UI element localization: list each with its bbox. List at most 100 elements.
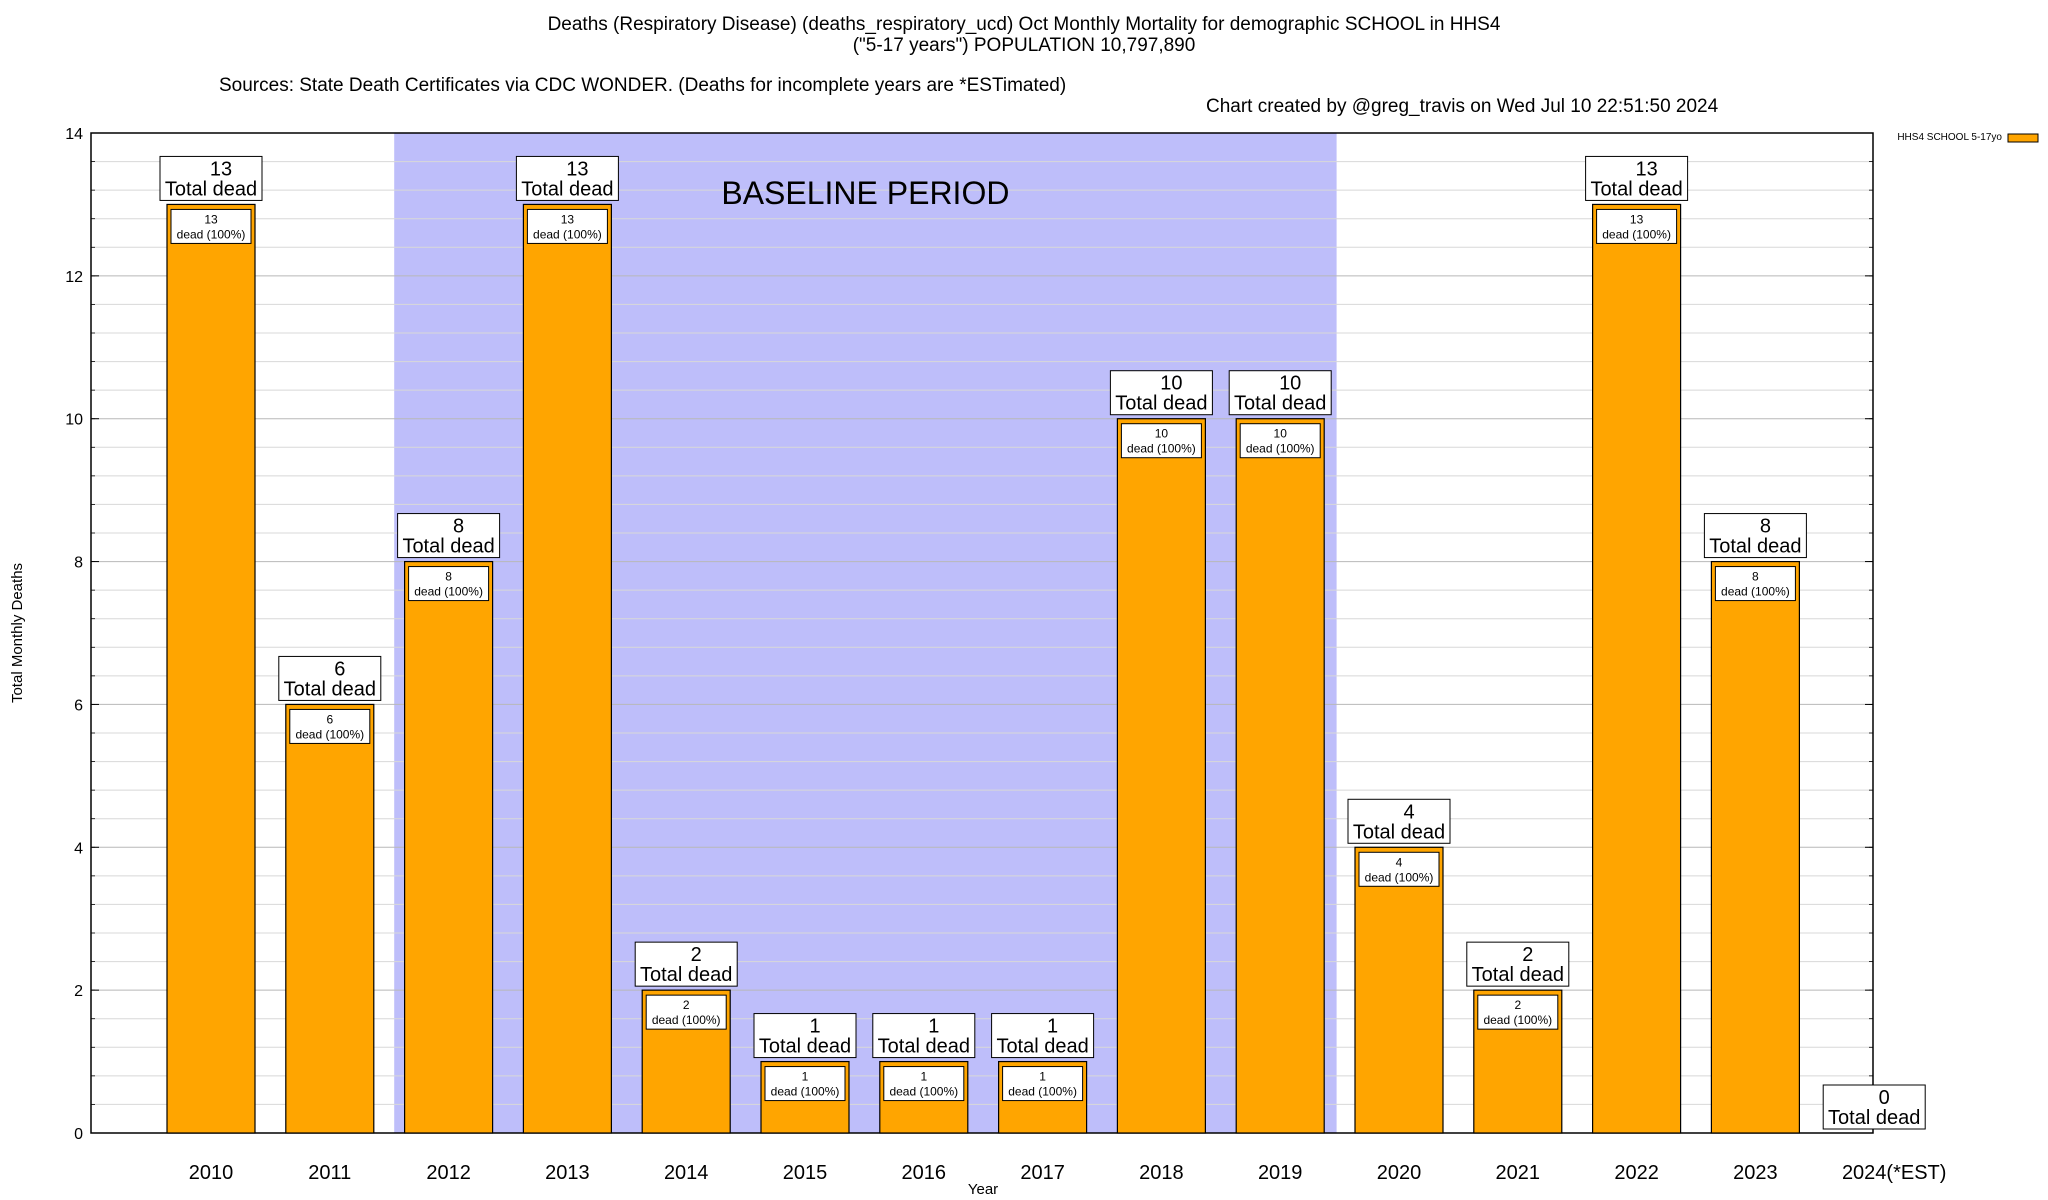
x-tick-label: 2020 xyxy=(1377,1162,1422,1184)
y-tick-label: 12 xyxy=(65,269,83,286)
legend-label: HHS4 SCHOOL 5-17yo xyxy=(1897,132,2002,143)
bar-inner-label-box xyxy=(883,1066,965,1102)
bar xyxy=(166,203,256,1134)
bar-inner-value: 1 xyxy=(802,1070,809,1084)
x-tick-label: 2023 xyxy=(1733,1162,1778,1184)
y-tick-label: 0 xyxy=(74,1126,83,1143)
bar-inner-label: dead (100%) xyxy=(533,227,602,241)
bar-inner-label-box xyxy=(1714,566,1796,602)
bar xyxy=(1235,418,1325,1134)
bar-total-label: Total dead xyxy=(1709,536,1801,558)
bar-inner-value: 1 xyxy=(1039,1070,1046,1084)
bar-total-value: 10 xyxy=(1279,373,1301,395)
x-tick-label: 2013 xyxy=(545,1162,590,1184)
y-axis-label: Total Monthly Deaths xyxy=(9,563,26,703)
x-tick-label: 2011 xyxy=(308,1162,351,1184)
bar-inner-label-box xyxy=(289,708,371,744)
bar-total-value: 13 xyxy=(210,158,232,180)
bar-inner-value: 13 xyxy=(204,212,218,226)
y-tick-label: 6 xyxy=(74,697,83,714)
bar-inner-label-box xyxy=(408,566,490,602)
bar-total-label-box xyxy=(515,155,619,201)
bar-inner-label: dead (100%) xyxy=(889,1085,958,1099)
bar-total-value: 1 xyxy=(1047,1016,1058,1038)
bar-total-value: 1 xyxy=(809,1016,820,1038)
baseline-period-label: BASELINE PERIOD xyxy=(721,175,1009,211)
bar xyxy=(1354,846,1444,1134)
legend-swatch xyxy=(2007,133,2039,143)
bar-total-label-box xyxy=(1228,370,1332,416)
chart-title-block: Deaths (Respiratory Disease) (deaths_res… xyxy=(0,14,2048,56)
y-tick-label: 14 xyxy=(65,126,83,143)
x-axis-label: Year xyxy=(968,1181,998,1198)
bar-inner-label-box xyxy=(1358,851,1440,887)
bar-inner-value: 10 xyxy=(1274,427,1288,441)
bar-inner-label: dead (100%) xyxy=(1127,442,1196,456)
bar-inner-value: 4 xyxy=(1396,855,1403,869)
bar-total-label-box xyxy=(159,155,263,201)
x-tick-label: 2021 xyxy=(1496,1162,1541,1184)
bar-inner-label: dead (100%) xyxy=(177,227,246,241)
bar-inner-label: dead (100%) xyxy=(771,1085,840,1099)
bar-total-label: Total dead xyxy=(284,678,376,700)
bar xyxy=(1116,418,1207,1134)
bar-inner-value: 8 xyxy=(1752,570,1759,584)
x-tick-label: 2010 xyxy=(189,1162,234,1184)
bar xyxy=(1710,560,1801,1134)
bar-inner-value: 1 xyxy=(920,1070,927,1084)
bar-total-value: 2 xyxy=(691,944,702,966)
bar-inner-label: dead (100%) xyxy=(295,727,364,741)
bar-total-label: Total dead xyxy=(165,178,257,200)
chart-sources-line: Sources: State Death Certificates via CD… xyxy=(0,54,2048,117)
bar-total-value: 13 xyxy=(566,158,588,180)
bar-inner-label: dead (100%) xyxy=(652,1013,721,1027)
bar-inner-label-box xyxy=(526,208,608,244)
bar-inner-label: dead (100%) xyxy=(1602,227,1671,241)
bar-total-value: 2 xyxy=(1522,944,1533,966)
bar-total-value: 4 xyxy=(1403,801,1414,823)
x-tick-label: 2015 xyxy=(783,1162,828,1184)
bar-total-label-box xyxy=(1109,370,1213,416)
bar-inner-value: 8 xyxy=(445,570,452,584)
bar-total-label-box xyxy=(278,655,382,701)
bar xyxy=(404,560,494,1134)
bar-total-value: 6 xyxy=(334,658,345,680)
chart-title-line-1: Deaths (Respiratory Disease) (deaths_res… xyxy=(547,14,1501,35)
x-tick-label: 2012 xyxy=(426,1162,471,1184)
bar-inner-label-box xyxy=(1002,1066,1084,1102)
bar-total-label: Total dead xyxy=(521,178,613,200)
x-tick-label: 2019 xyxy=(1258,1162,1303,1184)
bar-total-label-box xyxy=(991,1013,1095,1059)
x-tick-label: 2022 xyxy=(1614,1162,1659,1184)
bar-total-label: Total dead xyxy=(1472,964,1564,986)
chart-title-line-2: ("5-17 years") POPULATION 10,797,890 xyxy=(852,35,1196,56)
x-tick-label: 2014 xyxy=(664,1162,709,1184)
bar-total-label-box xyxy=(634,941,738,987)
bar-total-label-box xyxy=(1466,941,1570,987)
bar xyxy=(285,703,375,1134)
bar-inner-label: dead (100%) xyxy=(1246,442,1315,456)
bar-inner-value: 13 xyxy=(1630,212,1644,226)
bar-inner-value: 2 xyxy=(683,998,690,1012)
x-tick-label: 2016 xyxy=(902,1162,947,1184)
chart-sources: Sources: State Death Certificates via CD… xyxy=(219,75,1067,96)
bar-total-value: 1 xyxy=(928,1016,939,1038)
bar-total-label: Total dead xyxy=(1234,393,1326,415)
x-tick-label: 2017 xyxy=(1020,1162,1065,1184)
bar-inner-label: dead (100%) xyxy=(1721,585,1790,599)
bar-inner-label-box xyxy=(764,1066,846,1102)
bar-total-label: Total dead xyxy=(878,1036,970,1058)
bar-inner-value: 13 xyxy=(561,212,575,226)
bar-inner-label: dead (100%) xyxy=(1483,1013,1552,1027)
y-tick-label: 8 xyxy=(74,555,83,572)
bar-inner-value: 10 xyxy=(1155,427,1169,441)
bar-total-label: Total dead xyxy=(759,1036,851,1058)
bar-inner-label-box xyxy=(1239,423,1321,459)
bar-inner-value: 6 xyxy=(326,712,333,726)
bar-total-value: 0 xyxy=(1879,1087,1890,1109)
bar-inner-label-box xyxy=(1596,208,1678,244)
y-tick-label: 2 xyxy=(74,983,83,1000)
bar-total-label: Total dead xyxy=(1590,178,1682,200)
bar-total-label: Total dead xyxy=(1353,821,1445,843)
